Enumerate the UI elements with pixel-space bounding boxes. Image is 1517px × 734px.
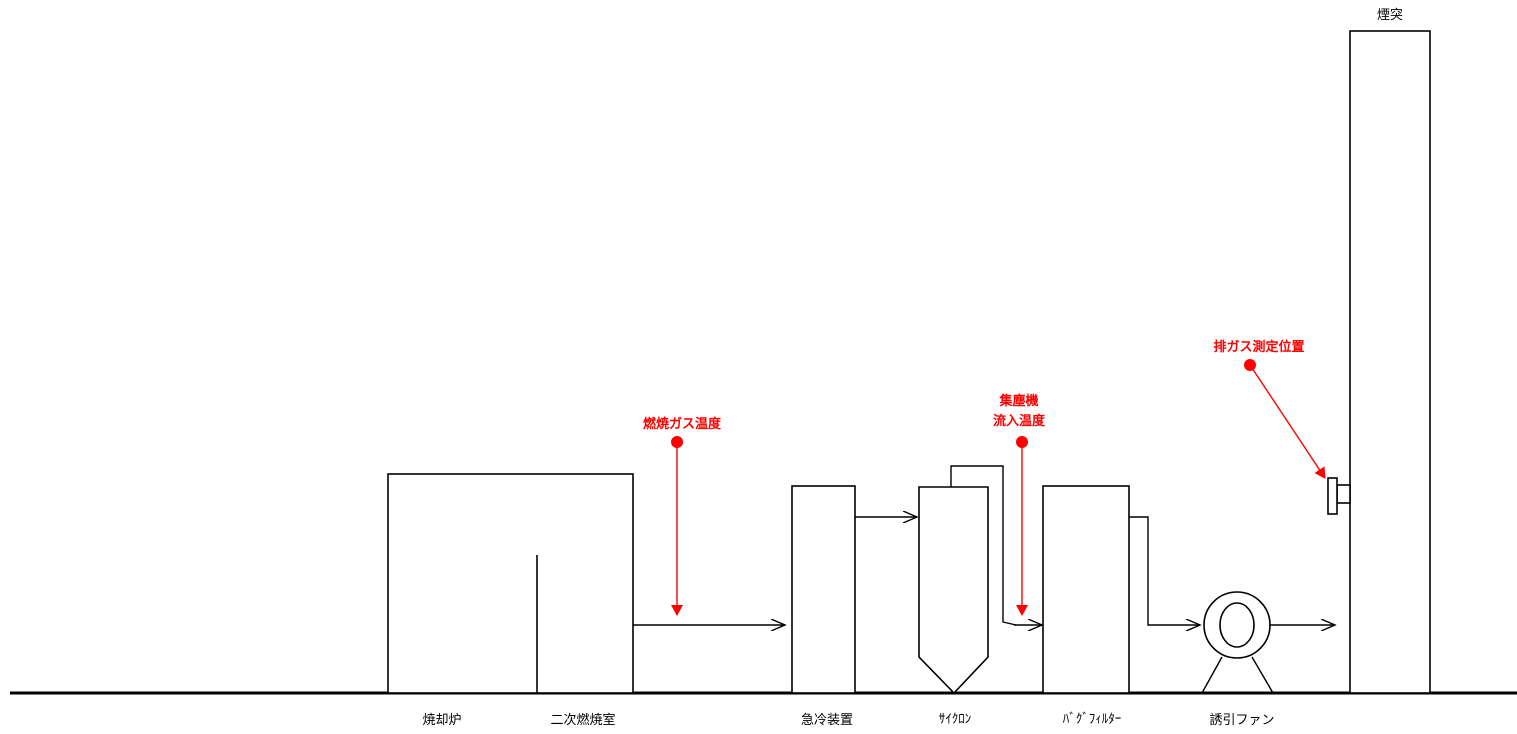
label-exhaust-point: 排ガス測定位置 xyxy=(1213,339,1304,355)
label-combustion-temp: 燃焼ガス温度 xyxy=(643,416,722,432)
measurement-exhaust-point xyxy=(1244,359,1326,479)
cyclone-unit xyxy=(918,465,1017,695)
induced-fan xyxy=(1201,591,1274,694)
fan-inlet xyxy=(1219,602,1255,648)
flow-arrow-bagfilter-to-fan xyxy=(1129,516,1200,625)
stack xyxy=(1349,30,1431,694)
label-stack: 煙突 xyxy=(1377,7,1403,23)
label-secondary-chamber: 二次燃焼室 xyxy=(550,712,615,728)
quench-device xyxy=(791,485,856,694)
label-collector-inlet-line1: 集塵機 xyxy=(998,393,1038,409)
measurement-combustion-temp xyxy=(671,436,683,616)
label-cyclone: ｻｲｸﾛﾝ xyxy=(939,712,972,727)
cyclone-body xyxy=(918,486,989,695)
measurement-collector-inlet-temp xyxy=(1016,436,1028,616)
label-collector-inlet-line2: 流入温度 xyxy=(993,413,1046,429)
cyclone-top-outlet-pipe xyxy=(950,465,1017,626)
fan-base xyxy=(1201,656,1274,694)
label-fan: 誘引ファン xyxy=(1209,713,1274,728)
label-incinerator: 焼却炉 xyxy=(422,713,461,728)
bag-filter xyxy=(1042,485,1130,694)
label-bag-filter: ﾊﾞｸﾞﾌｨﾙﾀｰ xyxy=(1063,712,1122,727)
incinerator-box xyxy=(387,473,634,694)
label-quench: 急冷装置 xyxy=(801,713,853,728)
incinerator-unit xyxy=(387,473,634,694)
sampling-port xyxy=(1327,477,1351,515)
